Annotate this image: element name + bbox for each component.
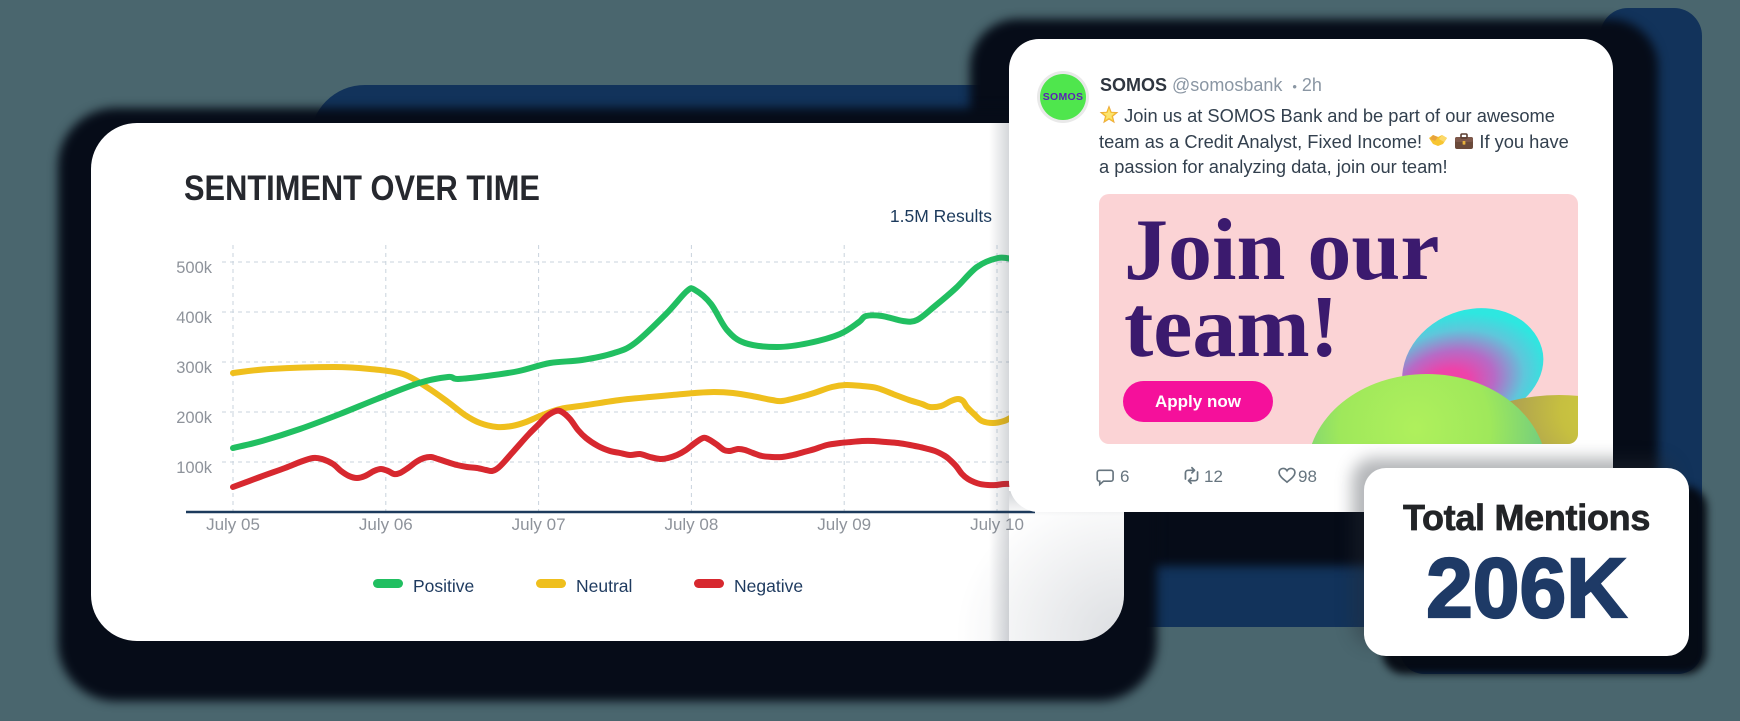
svg-text:July 07: July 07 <box>512 515 566 534</box>
svg-text:200k: 200k <box>176 409 213 427</box>
svg-text:July 08: July 08 <box>664 515 718 534</box>
svg-text:Neutral: Neutral <box>576 576 632 596</box>
svg-text:July 05: July 05 <box>206 515 260 534</box>
svg-text:July 09: July 09 <box>817 515 871 534</box>
svg-text:Negative: Negative <box>734 576 803 596</box>
svg-text:July 10: July 10 <box>970 515 1024 534</box>
svg-text:100k: 100k <box>176 459 213 477</box>
svg-text:400k: 400k <box>176 309 213 327</box>
svg-text:July 06: July 06 <box>359 515 413 534</box>
svg-text:Positive: Positive <box>413 576 474 596</box>
svg-text:500k: 500k <box>176 259 213 277</box>
svg-text:300k: 300k <box>176 359 213 377</box>
